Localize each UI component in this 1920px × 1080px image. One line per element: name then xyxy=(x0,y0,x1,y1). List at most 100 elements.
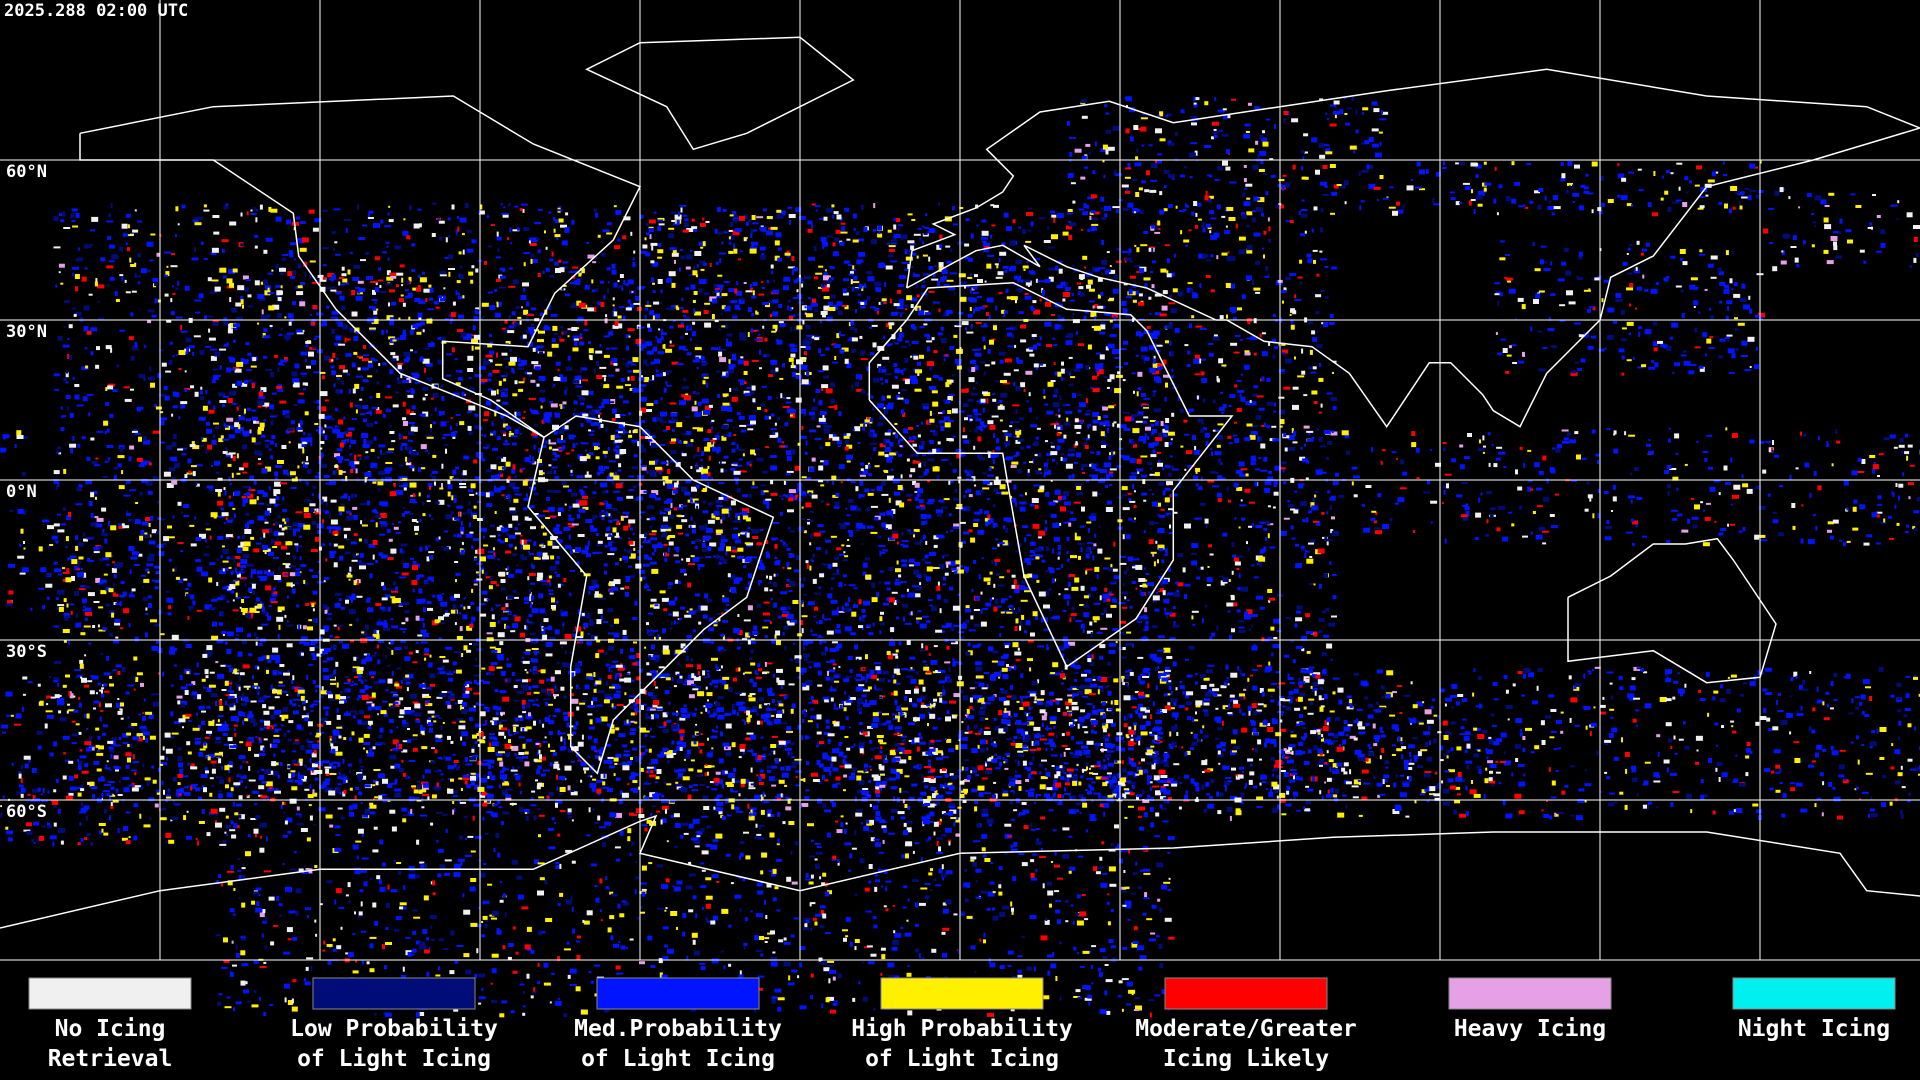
icing-pixel xyxy=(273,734,280,737)
icing-pixel xyxy=(607,536,612,540)
icing-pixel xyxy=(357,204,360,210)
icing-pixel xyxy=(1307,258,1313,264)
icing-pixel xyxy=(918,499,924,504)
icing-pixel xyxy=(226,556,231,560)
icing-pixel xyxy=(311,752,317,758)
icing-pixel xyxy=(786,583,791,587)
icing-pixel xyxy=(511,745,519,751)
icing-pixel xyxy=(113,766,121,770)
icing-pixel xyxy=(444,612,450,615)
icing-pixel xyxy=(599,366,607,369)
icing-pixel xyxy=(432,392,439,398)
icing-pixel xyxy=(1249,399,1252,403)
icing-pixel xyxy=(1195,700,1203,706)
icing-pixel xyxy=(944,399,951,404)
icing-pixel xyxy=(186,683,193,686)
icing-pixel xyxy=(907,213,913,216)
icing-pixel xyxy=(113,602,117,605)
icing-pixel xyxy=(1168,302,1176,305)
icing-pixel xyxy=(822,641,827,644)
icing-pixel xyxy=(225,680,233,685)
icing-pixel xyxy=(1207,566,1210,568)
icing-pixel xyxy=(1327,441,1333,445)
icing-pixel xyxy=(1279,409,1286,415)
icing-pixel xyxy=(1104,686,1107,689)
icing-pixel xyxy=(169,341,173,345)
icing-pixel xyxy=(1246,541,1248,545)
icing-pixel xyxy=(1285,220,1293,223)
icing-pixel xyxy=(611,480,615,485)
icing-pixel xyxy=(283,334,291,340)
icing-pixel xyxy=(1071,586,1079,591)
icing-pixel xyxy=(965,490,968,494)
icing-pixel xyxy=(314,335,320,338)
icing-pixel xyxy=(339,696,346,700)
icing-pixel xyxy=(853,743,856,747)
icing-pixel xyxy=(205,421,210,426)
icing-pixel xyxy=(550,676,555,682)
icing-pixel xyxy=(1198,253,1206,259)
icing-pixel xyxy=(1063,521,1071,524)
icing-pixel xyxy=(165,271,170,277)
icing-pixel xyxy=(113,593,119,597)
icing-pixel xyxy=(828,438,831,441)
icing-pixel xyxy=(84,654,87,657)
icing-pixel xyxy=(737,614,740,617)
icing-pixel xyxy=(420,467,426,470)
icing-pixel xyxy=(640,407,646,413)
icing-pixel xyxy=(1303,425,1310,429)
icing-pixel xyxy=(830,382,836,388)
icing-pixel xyxy=(731,448,736,453)
icing-pixel xyxy=(313,508,317,513)
icing-pixel xyxy=(1226,602,1234,607)
icing-pixel xyxy=(731,703,735,709)
icing-pixel xyxy=(349,327,355,333)
icing-pixel xyxy=(123,386,130,389)
icing-pixel xyxy=(313,401,317,404)
icing-pixel xyxy=(179,787,184,791)
icing-pixel xyxy=(427,607,433,611)
icing-pixel xyxy=(910,667,913,671)
icing-pixel xyxy=(467,425,472,431)
icing-pixel xyxy=(513,687,518,690)
icing-pixel xyxy=(1190,778,1195,784)
icing-pixel xyxy=(732,426,735,429)
icing-pixel xyxy=(922,534,926,540)
icing-pixel xyxy=(115,636,119,639)
icing-pixel xyxy=(484,344,486,348)
icing-pixel xyxy=(530,238,538,242)
icing-pixel xyxy=(1231,628,1235,633)
icing-pixel xyxy=(1087,542,1094,545)
icing-pixel xyxy=(246,521,249,524)
icing-pixel xyxy=(623,216,631,221)
icing-pixel xyxy=(291,772,295,778)
icing-pixel xyxy=(1046,410,1054,415)
icing-pixel xyxy=(828,434,833,439)
icing-pixel xyxy=(1141,758,1145,762)
icing-pixel xyxy=(1089,211,1094,215)
icing-pixel xyxy=(1035,436,1039,440)
icing-pixel xyxy=(853,275,858,281)
icing-pixel xyxy=(218,438,224,443)
icing-pixel xyxy=(1301,635,1307,641)
icing-pixel xyxy=(457,517,460,522)
icing-pixel xyxy=(222,728,230,731)
icing-pixel xyxy=(277,313,283,319)
icing-pixel xyxy=(1265,666,1273,671)
icing-pixel xyxy=(236,548,242,554)
icing-pixel xyxy=(919,504,925,507)
icing-pixel xyxy=(1272,338,1277,344)
icing-pixel xyxy=(641,343,647,349)
icing-pixel xyxy=(832,242,836,247)
icing-pixel xyxy=(553,228,556,233)
icing-pixel xyxy=(718,617,721,622)
icing-pixel xyxy=(588,590,591,595)
icing-pixel xyxy=(505,788,513,791)
icing-pixel xyxy=(453,760,459,763)
icing-pixel xyxy=(370,357,375,361)
icing-pixel xyxy=(761,281,764,283)
icing-pixel xyxy=(883,407,886,410)
icing-pixel xyxy=(918,741,926,745)
icing-pixel xyxy=(1083,612,1090,618)
icing-pixel xyxy=(991,415,999,418)
